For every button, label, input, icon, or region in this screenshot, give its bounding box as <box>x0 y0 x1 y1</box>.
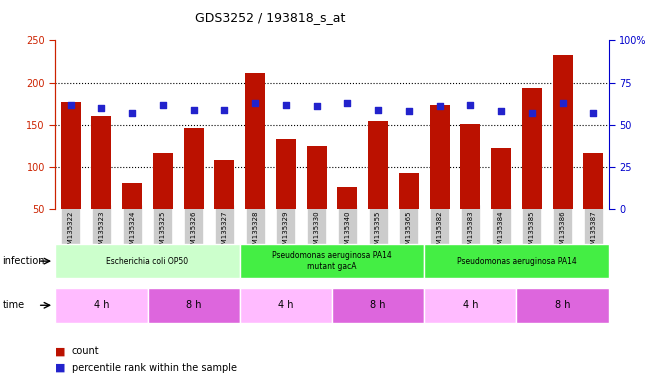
Bar <box>516 288 609 323</box>
Point <box>219 106 230 113</box>
Text: Pseudomonas aeruginosa PA14: Pseudomonas aeruginosa PA14 <box>456 257 576 266</box>
Bar <box>583 153 603 209</box>
Text: Escherichia coli OP50: Escherichia coli OP50 <box>107 257 189 266</box>
Bar <box>61 102 81 209</box>
Bar <box>553 55 573 209</box>
Point <box>281 101 291 108</box>
Point <box>434 103 445 109</box>
Bar <box>424 288 516 323</box>
Bar <box>122 183 142 209</box>
Bar <box>522 88 542 209</box>
Point <box>158 101 168 108</box>
Text: count: count <box>72 346 99 356</box>
Bar <box>240 244 424 278</box>
Bar <box>337 187 357 209</box>
Point <box>250 100 260 106</box>
Point <box>557 100 568 106</box>
Bar <box>184 128 204 209</box>
Text: 8 h: 8 h <box>186 300 201 310</box>
Bar <box>148 288 240 323</box>
Text: GDS3252 / 193818_s_at: GDS3252 / 193818_s_at <box>195 11 346 24</box>
Text: percentile rank within the sample: percentile rank within the sample <box>72 363 236 373</box>
Text: 8 h: 8 h <box>370 300 386 310</box>
Bar <box>368 121 388 209</box>
Text: ■: ■ <box>55 346 66 356</box>
Point <box>66 101 76 108</box>
Point <box>189 106 199 113</box>
Point <box>96 105 107 111</box>
Bar <box>424 244 609 278</box>
Text: infection: infection <box>3 256 45 266</box>
Point <box>496 108 506 114</box>
Point <box>527 110 537 116</box>
Bar <box>460 124 480 209</box>
Point <box>342 100 353 106</box>
Bar <box>91 116 111 209</box>
Text: 8 h: 8 h <box>555 300 570 310</box>
Bar <box>153 153 173 209</box>
Bar <box>240 288 332 323</box>
Bar <box>276 139 296 209</box>
Point <box>311 103 322 109</box>
Text: ■: ■ <box>55 363 66 373</box>
Bar <box>430 105 450 209</box>
Bar <box>55 244 240 278</box>
Point <box>127 110 137 116</box>
Bar <box>214 160 234 209</box>
Text: 4 h: 4 h <box>463 300 478 310</box>
Text: 4 h: 4 h <box>278 300 294 310</box>
Point <box>465 101 475 108</box>
Point <box>404 108 414 114</box>
Bar <box>399 173 419 209</box>
Bar <box>307 146 327 209</box>
Point <box>588 110 598 116</box>
Text: Pseudomonas aeruginosa PA14
mutant gacA: Pseudomonas aeruginosa PA14 mutant gacA <box>272 252 392 271</box>
Bar <box>245 73 265 209</box>
Bar <box>491 149 511 209</box>
Point <box>373 106 383 113</box>
Text: 4 h: 4 h <box>94 300 109 310</box>
Bar <box>55 288 148 323</box>
Text: time: time <box>3 300 25 310</box>
Bar <box>332 288 424 323</box>
